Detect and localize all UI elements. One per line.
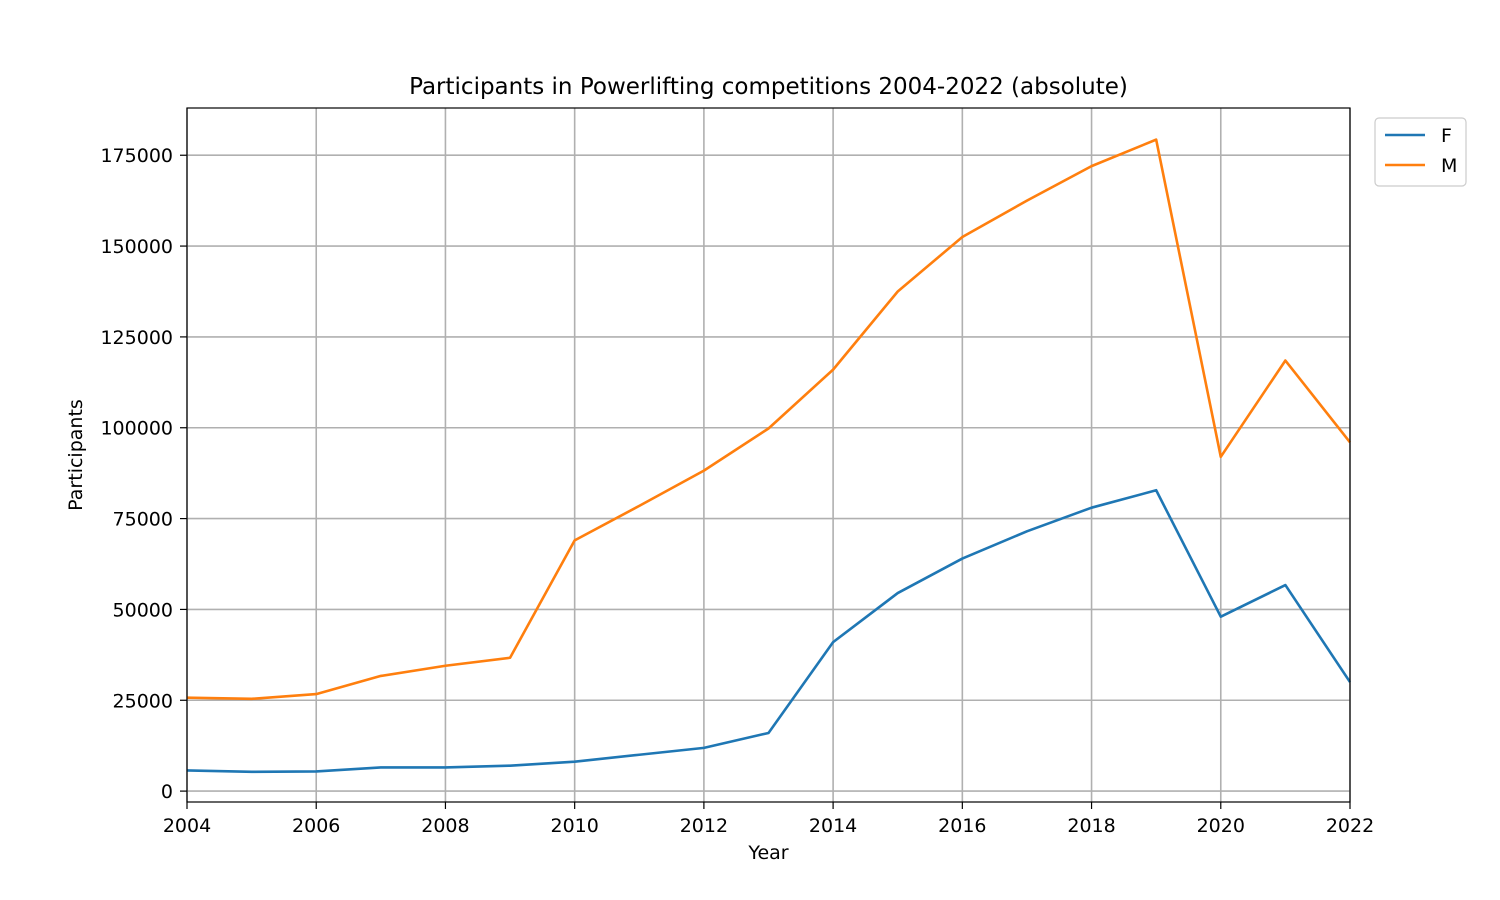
x-tick-label: 2016 bbox=[938, 815, 986, 837]
axis-ticks: 2004 2006 2008 2010 2012 2014 2016 2018 2020 2022… bbox=[100, 145, 1374, 837]
x-tick-label: 2018 bbox=[1067, 815, 1115, 837]
y-tick-label: 50000 bbox=[113, 599, 173, 621]
x-tick-label: 2004 bbox=[163, 815, 211, 837]
x-tick-label: 2012 bbox=[680, 815, 728, 837]
legend-label-f: F bbox=[1441, 125, 1452, 147]
plot-frame bbox=[186, 107, 1351, 803]
y-tick-label: 75000 bbox=[113, 509, 173, 531]
y-tick-label: 175000 bbox=[100, 145, 173, 167]
grid bbox=[186, 108, 1351, 802]
y-axis-label: Participants bbox=[65, 399, 87, 511]
y-tick-label: 125000 bbox=[100, 327, 173, 349]
x-tick-label: 2008 bbox=[421, 815, 469, 837]
x-tick-label: 2010 bbox=[550, 815, 598, 837]
x-tick-label: 2014 bbox=[809, 815, 857, 837]
x-axis-label: Year bbox=[747, 842, 788, 864]
y-tick-label: 150000 bbox=[100, 236, 173, 258]
y-tick-label: 25000 bbox=[113, 690, 173, 712]
x-tick-label: 2022 bbox=[1326, 815, 1374, 837]
x-tick-label: 2020 bbox=[1197, 815, 1245, 837]
legend: FM bbox=[1374, 117, 1467, 187]
series-lines bbox=[186, 138, 1352, 774]
series-line-f bbox=[186, 488, 1352, 774]
y-tick-label: 0 bbox=[161, 781, 173, 803]
chart-title: Participants in Powerlifting competition… bbox=[409, 74, 1128, 100]
series-line-m bbox=[186, 138, 1352, 701]
legend-label-m: M bbox=[1441, 155, 1457, 177]
y-tick-label: 100000 bbox=[100, 418, 173, 440]
x-tick-label: 2006 bbox=[292, 815, 340, 837]
